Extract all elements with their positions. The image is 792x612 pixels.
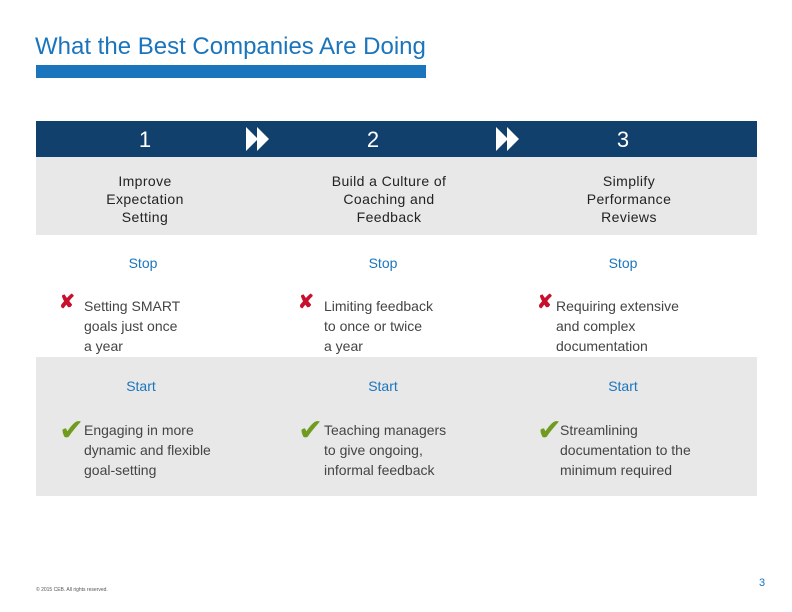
copyright-footer: © 2015 CEB. All rights reserved. — [36, 587, 108, 593]
page-number: 3 — [759, 577, 766, 589]
stop-text-2: Limiting feedback to once or twice a yea… — [324, 298, 433, 354]
steps-header-band — [36, 121, 757, 157]
start-text-1: Engaging in more dynamic and flexible go… — [84, 422, 211, 478]
checkmark-icon: ✔ — [59, 414, 85, 447]
stop-text-3: Requiring extensive and complex document… — [556, 298, 679, 354]
step-topic-3: Simplify Performance Reviews — [586, 173, 672, 225]
title-underline-bar — [36, 65, 426, 78]
checkmark-icon: ✔ — [298, 414, 324, 447]
x-mark-icon: ✘ — [537, 292, 553, 313]
start-text-2: Teaching managers to give ongoing, infor… — [324, 422, 447, 478]
double-chevron-right-icon — [496, 127, 519, 151]
checkmark-icon: ✔ — [537, 414, 563, 447]
start-text-3: Streamlining documentation to the minimu… — [560, 422, 691, 478]
step-number-2: 2 — [366, 127, 380, 152]
step-topic-2: Build a Culture of Coaching and Feedback — [331, 173, 447, 225]
start-label-2: Start — [368, 378, 398, 394]
stop-label-1: Stop — [128, 255, 158, 271]
x-mark-icon: ✘ — [298, 292, 314, 313]
stop-label-2: Stop — [368, 255, 398, 271]
step-number-1: 1 — [138, 127, 152, 152]
start-actions-band — [36, 357, 757, 496]
topics-band — [36, 157, 757, 235]
start-label-3: Start — [608, 378, 638, 394]
double-chevron-right-icon — [246, 127, 269, 151]
x-mark-icon: ✘ — [59, 292, 75, 313]
step-number-3: 3 — [616, 127, 630, 152]
step-topic-1: Improve Expectation Setting — [106, 173, 184, 225]
start-label-1: Start — [126, 378, 156, 394]
stop-label-3: Stop — [608, 255, 638, 271]
stop-text-1: Setting SMART goals just once a year — [84, 298, 181, 354]
slide-title: What the Best Companies Are Doing — [35, 33, 426, 60]
